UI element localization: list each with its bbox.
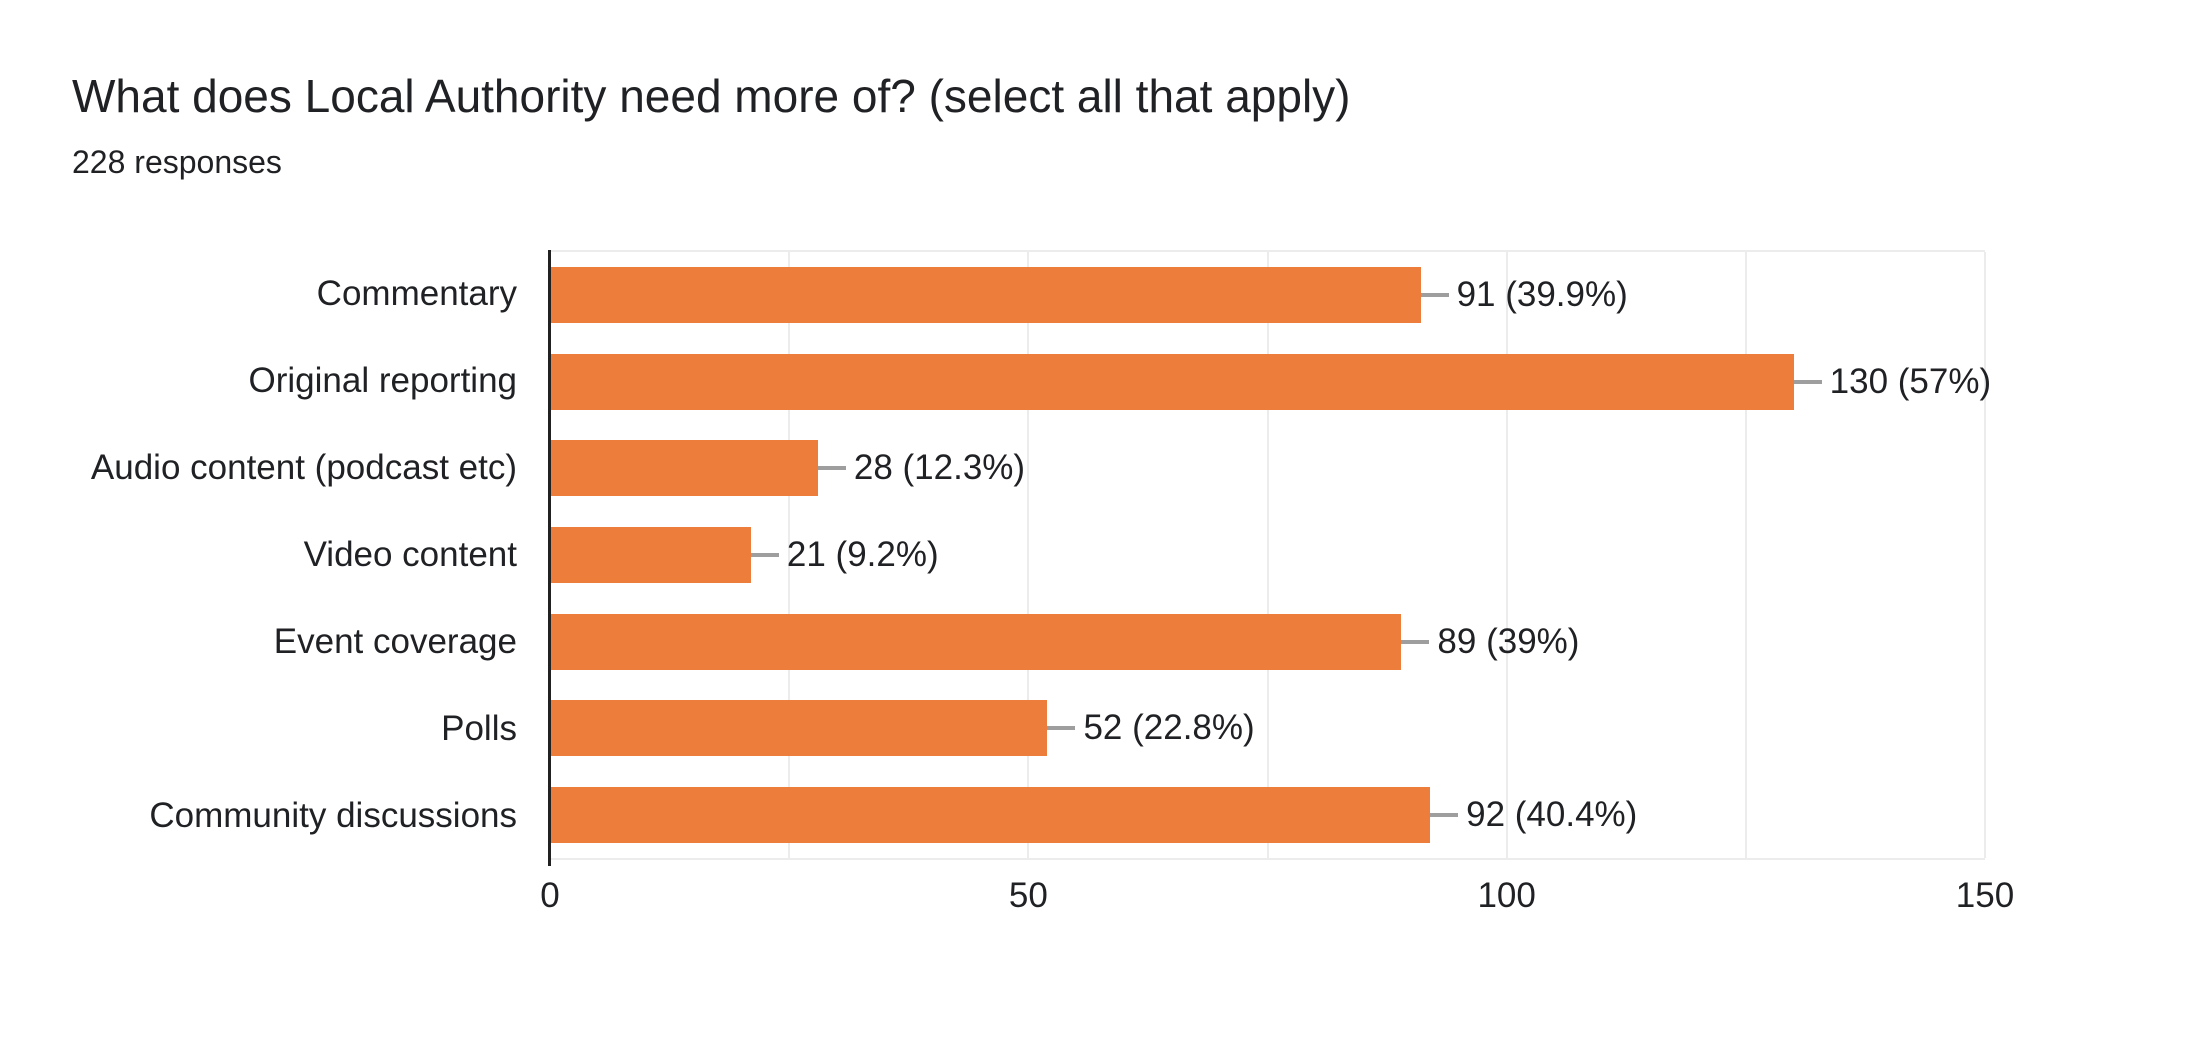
- category-label: Commentary: [316, 273, 517, 313]
- value-label: 91 (39.9%): [1456, 275, 1628, 315]
- gridline-layer: [550, 252, 1986, 858]
- value-label: 21 (9.2%): [786, 535, 939, 575]
- bar: [550, 786, 1431, 843]
- bar-row: 28 (12.3%): [550, 425, 1985, 512]
- x-tick-label: 50: [1008, 876, 1048, 915]
- gridline: [1027, 252, 1030, 858]
- gridline: [1984, 252, 1986, 858]
- bar-rows-layer: 91 (39.9%) 130 (57%) 28 (12.3%) 21 (9.2%…: [550, 252, 1991, 858]
- value-label: 89 (39%): [1437, 621, 1580, 661]
- callout-line: [1793, 379, 1822, 384]
- category-label: Audio content (podcast etc): [90, 447, 517, 487]
- x-axis-tick-row: 0 50 100 150: [540, 876, 2014, 922]
- gridline: [1505, 252, 1508, 858]
- callout-line: [1401, 639, 1430, 644]
- value-label: 28 (12.3%): [853, 448, 1026, 488]
- bar-row: 21 (9.2%): [550, 512, 1985, 599]
- bar-row: 130 (57%): [550, 339, 1991, 426]
- category-label: Video content: [303, 534, 517, 574]
- callout-line: [817, 466, 846, 471]
- category-label: Community discussions: [149, 796, 517, 836]
- callout-line: [750, 553, 779, 558]
- y-axis-baseline: [548, 250, 551, 866]
- question-title: What does Local Authority need more of? …: [72, 70, 1351, 122]
- gridline: [1266, 252, 1269, 858]
- x-tick-label: 0: [540, 876, 560, 915]
- category-label: Original reporting: [248, 360, 517, 400]
- bar: [550, 440, 818, 497]
- category-label-column: Commentary Original reporting Audio conten…: [0, 250, 517, 860]
- category-label: Event coverage: [273, 622, 517, 662]
- value-label: 52 (22.8%): [1083, 708, 1255, 748]
- bar: [550, 527, 751, 584]
- bar: [550, 613, 1402, 670]
- bar: [550, 353, 1794, 410]
- bar-row: 52 (22.8%): [550, 685, 1985, 772]
- bar-row: 91 (39.9%): [550, 252, 1985, 339]
- category-label: Polls: [441, 709, 517, 749]
- value-label: 130 (57%): [1829, 361, 1992, 401]
- callout-line: [1420, 293, 1449, 298]
- response-count: 228 responses: [72, 144, 282, 180]
- plot-area: 91 (39.9%) 130 (57%) 28 (12.3%) 21 (9.2%…: [548, 250, 1991, 866]
- bar: [550, 267, 1421, 324]
- callout-line: [1047, 726, 1076, 731]
- gridline: [1744, 252, 1747, 858]
- x-tick-label: 150: [1955, 876, 2015, 915]
- gridline: [788, 252, 791, 858]
- bar: [550, 700, 1048, 757]
- value-label: 92 (40.4%): [1466, 794, 1638, 834]
- bar-row: 92 (40.4%): [550, 771, 1985, 858]
- bar-row: 89 (39%): [550, 598, 1985, 685]
- x-tick-label: 100: [1477, 876, 1536, 915]
- callout-line: [1430, 812, 1459, 817]
